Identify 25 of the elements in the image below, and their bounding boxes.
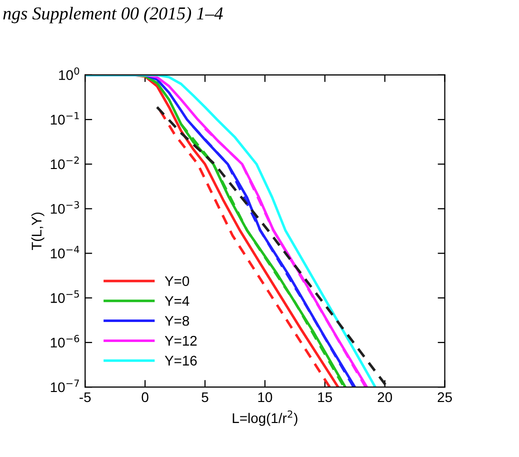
- y-tick-label: 10$^{−7}$: [50, 380, 79, 392]
- line-series: [158, 109, 331, 388]
- x-tick-label: 0: [142, 392, 148, 402]
- x-tick-label: 5: [202, 392, 208, 402]
- y-tick-label: 10$^{−4}$: [50, 246, 80, 258]
- x-axis-title: L=log(1/r$^{2}$): [232, 410, 298, 426]
- y-tick-label: 10$^{0}$: [59, 67, 80, 80]
- legend-label: Y=8: [164, 316, 190, 326]
- x-tick-label: -5: [80, 392, 91, 402]
- legend-label: Y=16: [164, 356, 197, 366]
- x-tick-label: 25: [438, 392, 452, 402]
- line-series: [156, 106, 388, 388]
- legend-label: Y=12: [164, 336, 197, 346]
- y-tick-label: 10$^{−3}$: [50, 201, 79, 214]
- x-tick-label: 15: [318, 392, 332, 402]
- x-tick-label: 10: [258, 392, 272, 402]
- y-tick-label: 10$^{−5}$: [50, 290, 79, 303]
- y-tick-label: 10$^{−6}$: [50, 334, 80, 348]
- text: ngs Supplement 00 (2015) 1–4: [3, 6, 223, 24]
- y-tick-label: 10$^{−1}$: [50, 112, 79, 125]
- y-axis-title: T(L,Y): [31, 212, 44, 250]
- x-tick-label: 20: [378, 392, 392, 402]
- legend-label: Y=0: [164, 276, 190, 286]
- legend-label: Y=4: [164, 296, 190, 306]
- y-tick-label: 10$^{−2}$: [50, 156, 79, 170]
